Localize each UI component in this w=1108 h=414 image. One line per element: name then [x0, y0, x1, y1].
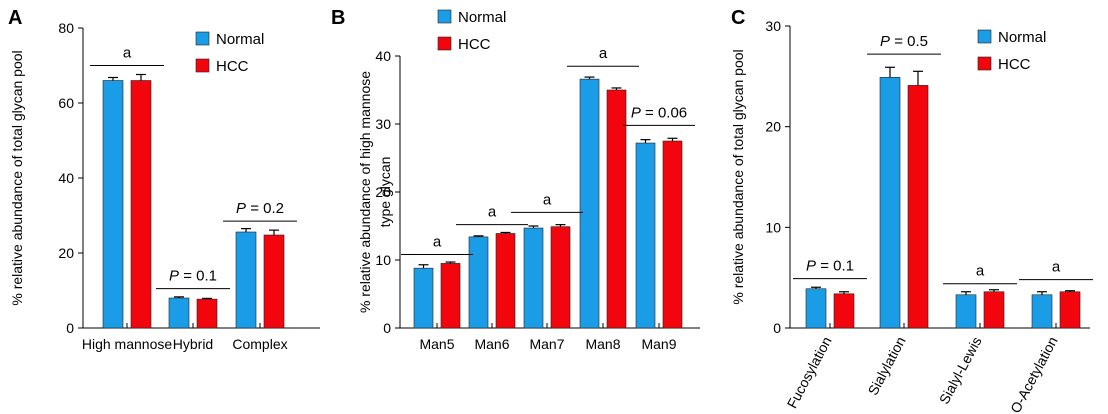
y-tick-label: 10	[375, 252, 391, 268]
bar-normal	[168, 297, 190, 329]
significance-label: P = 0.5	[880, 33, 928, 50]
bar-hcc	[983, 291, 1005, 329]
legend-label: Normal	[216, 31, 264, 48]
y-tick-label: 0	[383, 320, 391, 336]
significance-label: P = 0.1	[169, 268, 217, 285]
bar-normal	[523, 227, 544, 329]
x-tick-label: Complex	[232, 336, 287, 352]
p-symbol: P	[236, 200, 246, 217]
p-symbol: P	[880, 33, 890, 50]
significance-value: a	[599, 45, 608, 62]
p-symbol: P	[169, 268, 179, 285]
y-tick-label: 20	[375, 184, 391, 200]
bar-normal	[102, 80, 124, 329]
significance-label: P = 0.1	[806, 258, 854, 275]
y-tick-label: 20	[58, 245, 74, 261]
x-tick-label: Sialyl-Lewis	[936, 334, 985, 407]
p-symbol: P	[806, 258, 816, 275]
bar-hcc	[833, 293, 855, 329]
significance-value: a	[543, 191, 552, 208]
legend-swatch-normal	[437, 9, 452, 24]
significance-value: a	[1052, 259, 1061, 276]
x-tick-label: Sialylation	[865, 334, 909, 398]
legend-swatch-hcc	[977, 56, 992, 71]
significance-value: a	[123, 45, 132, 62]
y-tick-label: 0	[773, 320, 781, 336]
y-tick-label: 10	[765, 219, 781, 235]
significance-label: a	[543, 191, 552, 208]
bar-hcc	[662, 140, 683, 329]
panel-label: A	[8, 7, 22, 29]
bar-hcc	[550, 226, 571, 329]
bar-hcc	[907, 85, 929, 329]
bar-hcc	[130, 80, 152, 329]
x-tick-label: Man6	[474, 336, 509, 352]
bar-normal	[235, 231, 257, 329]
y-tick-label: 20	[765, 119, 781, 135]
significance-label: a	[1052, 259, 1061, 276]
legend-swatch-hcc	[437, 36, 452, 51]
significance-label: a	[123, 45, 132, 62]
bar-normal	[413, 267, 434, 329]
bar-normal	[468, 236, 489, 329]
significance-label: P = 0.2	[236, 200, 284, 217]
significance-value: = 0.2	[246, 200, 284, 217]
legend-label: HCC	[458, 36, 491, 53]
y-axis-label: type glycan	[377, 157, 393, 228]
significance-value: = 0.06	[641, 104, 687, 121]
y-tick-label: 0	[66, 320, 74, 336]
panel-label: C	[731, 7, 745, 29]
bar-hcc	[495, 233, 516, 329]
bar-hcc	[1059, 291, 1081, 329]
y-tick-label: 80	[58, 20, 74, 36]
panel-label: B	[331, 7, 345, 29]
legend-swatch-normal	[977, 29, 992, 44]
legend-swatch-hcc	[195, 58, 210, 73]
bar-normal	[579, 78, 600, 329]
significance-value: = 0.5	[890, 33, 928, 50]
x-tick-label: Man5	[419, 336, 454, 352]
y-tick-label: 60	[58, 95, 74, 111]
y-axis-label: % relative abundance of total glycan poo…	[9, 50, 25, 305]
x-tick-label: Man9	[641, 336, 676, 352]
bar-normal	[879, 77, 901, 329]
legend-label: HCC	[998, 56, 1031, 73]
bar-normal	[955, 294, 977, 329]
legend-label: HCC	[216, 58, 249, 75]
bar-normal	[635, 142, 656, 329]
legend-swatch-normal	[195, 31, 210, 46]
legend-label: Normal	[998, 29, 1046, 46]
legend-label: Normal	[458, 9, 506, 26]
bar-normal	[1031, 294, 1053, 329]
significance-value: = 0.1	[179, 268, 217, 285]
significance-value: a	[976, 263, 985, 280]
x-tick-label: Man8	[585, 336, 620, 352]
significance-label: a	[976, 263, 985, 280]
bar-hcc	[263, 234, 285, 329]
significance-value: a	[488, 204, 497, 221]
y-tick-label: 30	[375, 116, 391, 132]
y-axis-label: % relative abundance of total glycan poo…	[730, 49, 746, 304]
significance-label: a	[433, 234, 442, 251]
y-tick-label: 30	[765, 18, 781, 34]
bar-hcc	[440, 263, 461, 329]
x-tick-label: Man7	[529, 336, 564, 352]
bar-hcc	[196, 298, 218, 329]
y-tick-label: 40	[58, 170, 74, 186]
significance-value: = 0.1	[816, 258, 854, 275]
significance-label: a	[488, 204, 497, 221]
x-tick-label: O-Acetylation	[1007, 334, 1061, 414]
p-symbol: P	[631, 104, 641, 121]
bar-normal	[805, 288, 827, 329]
x-tick-label: High mannose	[82, 336, 172, 352]
significance-value: a	[433, 234, 442, 251]
significance-label: P = 0.06	[631, 104, 687, 121]
x-tick-label: Hybrid	[173, 336, 213, 352]
y-tick-label: 40	[375, 48, 391, 64]
x-tick-label: Fucosylation	[784, 334, 835, 411]
significance-label: a	[599, 45, 608, 62]
y-axis-label: % relative abundance of high mannose	[357, 71, 373, 313]
